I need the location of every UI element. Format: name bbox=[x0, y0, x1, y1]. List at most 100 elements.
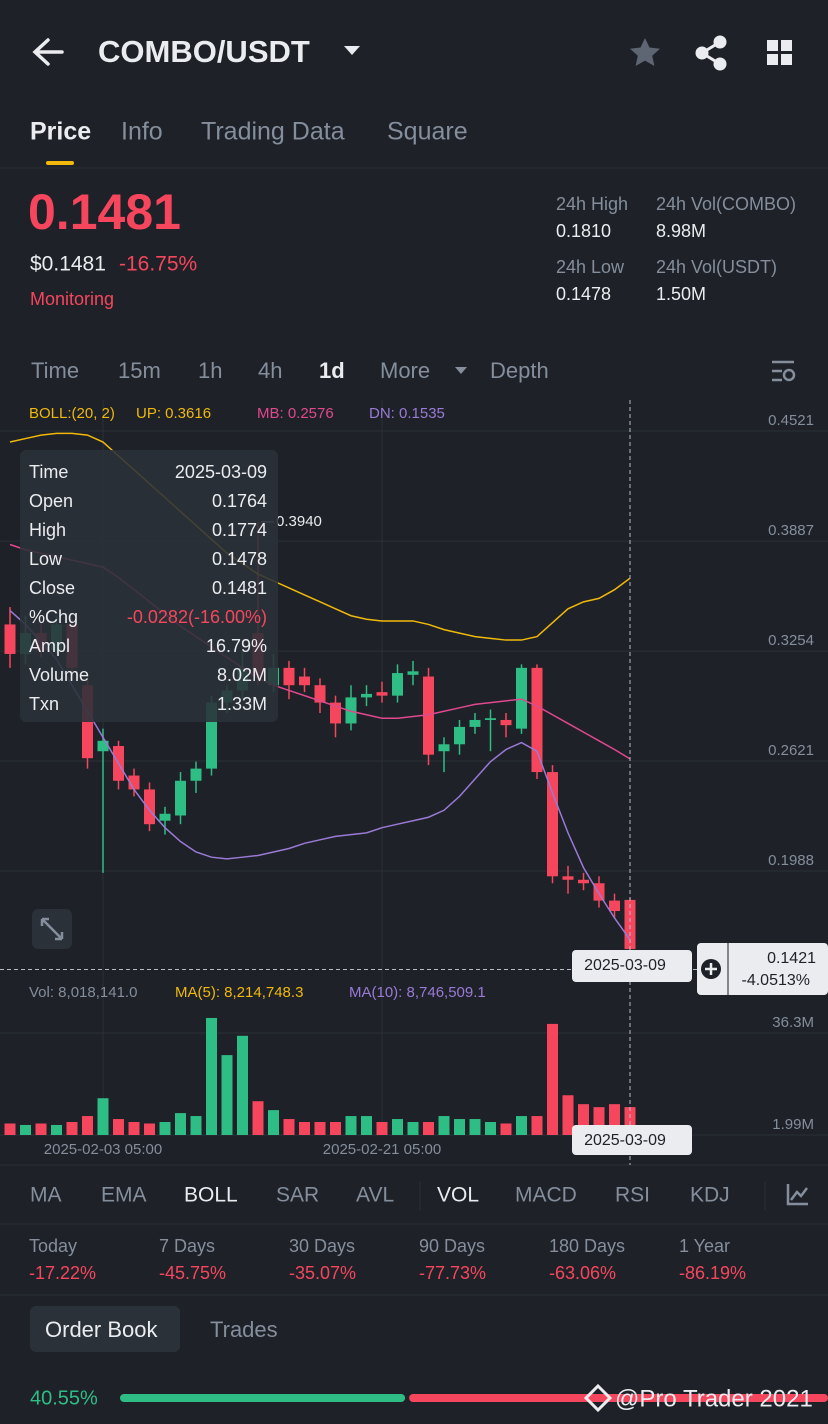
tooltip-label: %Chg bbox=[29, 607, 78, 627]
volume-bar bbox=[175, 1113, 186, 1135]
sell-ratio-bar bbox=[409, 1394, 828, 1402]
volume-bar bbox=[221, 1055, 233, 1135]
candle-body bbox=[609, 900, 620, 912]
y-tick-label: 0.2621 bbox=[768, 742, 814, 759]
indicator-tab[interactable]: AVL bbox=[356, 1184, 394, 1207]
indicator-tab[interactable]: SAR bbox=[276, 1184, 319, 1207]
volume-bar bbox=[392, 1119, 403, 1135]
interval-tab[interactable]: 1h bbox=[198, 358, 222, 383]
volume-bar bbox=[407, 1122, 419, 1135]
tab-indicator bbox=[46, 161, 74, 165]
usd-price: $0.1481 bbox=[30, 253, 106, 276]
dropdown-icon[interactable] bbox=[344, 46, 360, 55]
tooltip-value: 2025-03-09 bbox=[175, 462, 267, 482]
candle-body bbox=[97, 740, 109, 752]
volume-bar bbox=[159, 1122, 171, 1135]
volume-bar bbox=[35, 1123, 47, 1135]
stat-label: 24h Vol(USDT) bbox=[656, 257, 777, 277]
candle-body bbox=[485, 718, 496, 720]
candle-body bbox=[500, 719, 512, 726]
candle-body bbox=[206, 702, 217, 769]
boll-up-legend: UP: 0.3616 bbox=[136, 405, 211, 422]
candle-body bbox=[190, 768, 202, 781]
candle-body bbox=[423, 676, 434, 755]
indicator-tab[interactable]: EMA bbox=[101, 1184, 147, 1207]
indicator-tab[interactable]: BOLL bbox=[184, 1184, 238, 1207]
performance-label: 180 Days bbox=[549, 1236, 625, 1256]
interval-tab[interactable]: 15m bbox=[118, 358, 161, 383]
y-tick-label: 0.3254 bbox=[768, 632, 814, 649]
volume-bar bbox=[516, 1116, 527, 1135]
volume-bar bbox=[20, 1124, 31, 1135]
crosshair-date: 2025-03-09 bbox=[584, 1132, 666, 1149]
volume-bar bbox=[438, 1116, 450, 1135]
stat-label: 24h Vol(COMBO) bbox=[656, 194, 796, 214]
share-icon[interactable] bbox=[695, 35, 727, 71]
order-tab[interactable]: Order Book bbox=[45, 1317, 158, 1342]
candle-body bbox=[578, 879, 589, 884]
interval-tab[interactable]: 1d bbox=[319, 358, 345, 383]
indicator-tab[interactable]: VOL bbox=[437, 1184, 479, 1207]
performance-label: 30 Days bbox=[289, 1236, 355, 1256]
grid-icon[interactable] bbox=[767, 40, 792, 65]
performance-label: 7 Days bbox=[159, 1236, 215, 1256]
volume-bar bbox=[547, 1023, 558, 1135]
volume-legend: MA(10): 8,746,509.1 bbox=[349, 984, 486, 1001]
tooltip-label: High bbox=[29, 520, 66, 540]
volume-bar bbox=[500, 1123, 512, 1135]
stat-value: 0.1478 bbox=[556, 284, 611, 304]
volume-bar bbox=[190, 1116, 202, 1135]
indicator-tab[interactable]: RSI bbox=[615, 1184, 650, 1207]
interval-tab[interactable]: Time bbox=[31, 358, 79, 383]
volume-tick-label: 1.99M bbox=[772, 1116, 814, 1133]
tab[interactable]: Trading Data bbox=[201, 118, 345, 146]
indicator-tab[interactable]: MACD bbox=[515, 1184, 577, 1207]
candle-body bbox=[593, 883, 605, 901]
order-book-tab-bg[interactable] bbox=[30, 1306, 180, 1352]
tab[interactable]: Price bbox=[30, 118, 91, 146]
buy-ratio-bar bbox=[120, 1394, 406, 1402]
max-label: 0.3940 bbox=[276, 513, 322, 530]
interval-tab[interactable]: Depth bbox=[490, 358, 549, 383]
volume-legend: MA(5): 8,214,748.3 bbox=[175, 984, 303, 1001]
indicator-tab[interactable]: KDJ bbox=[690, 1184, 730, 1207]
candle-body bbox=[330, 702, 341, 724]
volume-bar bbox=[144, 1123, 155, 1135]
tooltip-value: 16.79% bbox=[206, 636, 267, 656]
candle-body bbox=[547, 772, 558, 877]
pair-title[interactable]: COMBO/USDT bbox=[98, 34, 310, 69]
stat-label: 24h High bbox=[556, 194, 628, 214]
y-tick-label: 0.4521 bbox=[768, 412, 814, 429]
volume-bar bbox=[82, 1116, 93, 1135]
tooltip-value: 0.1481 bbox=[212, 578, 267, 598]
performance-label: Today bbox=[29, 1236, 77, 1256]
tab[interactable]: Square bbox=[387, 118, 468, 146]
more-dropdown-icon[interactable] bbox=[455, 367, 467, 374]
drawing-tool-icon[interactable] bbox=[786, 1184, 808, 1206]
volume-bar bbox=[97, 1098, 109, 1135]
performance-label: 1 Year bbox=[679, 1236, 730, 1256]
candle-body bbox=[299, 676, 310, 686]
order-tab[interactable]: Trades bbox=[210, 1317, 278, 1342]
crosshair-date-box bbox=[572, 1125, 692, 1155]
volume-bar bbox=[469, 1119, 481, 1135]
volume-bar bbox=[345, 1116, 357, 1135]
interval-tab[interactable]: More bbox=[380, 358, 430, 383]
volume-bar bbox=[330, 1122, 341, 1135]
interval-tab[interactable]: 4h bbox=[258, 358, 282, 383]
volume-bar bbox=[562, 1095, 574, 1135]
indicator-tab[interactable]: MA bbox=[30, 1184, 62, 1207]
volume-bar bbox=[454, 1119, 465, 1135]
buy-ratio: 40.55% bbox=[30, 1387, 98, 1409]
tab[interactable]: Info bbox=[121, 118, 163, 146]
chart-settings-icon[interactable] bbox=[772, 360, 796, 382]
expand-icon[interactable] bbox=[32, 909, 72, 949]
crosshair-price-box[interactable] bbox=[697, 943, 828, 995]
performance-value: -77.73% bbox=[419, 1263, 486, 1283]
candle-body bbox=[345, 697, 357, 724]
back-button[interactable] bbox=[32, 38, 64, 66]
candle-body bbox=[469, 719, 481, 727]
tooltip-label: Open bbox=[29, 491, 73, 511]
y-tick-label: 0.1988 bbox=[768, 852, 814, 869]
favorite-icon[interactable] bbox=[630, 38, 660, 66]
